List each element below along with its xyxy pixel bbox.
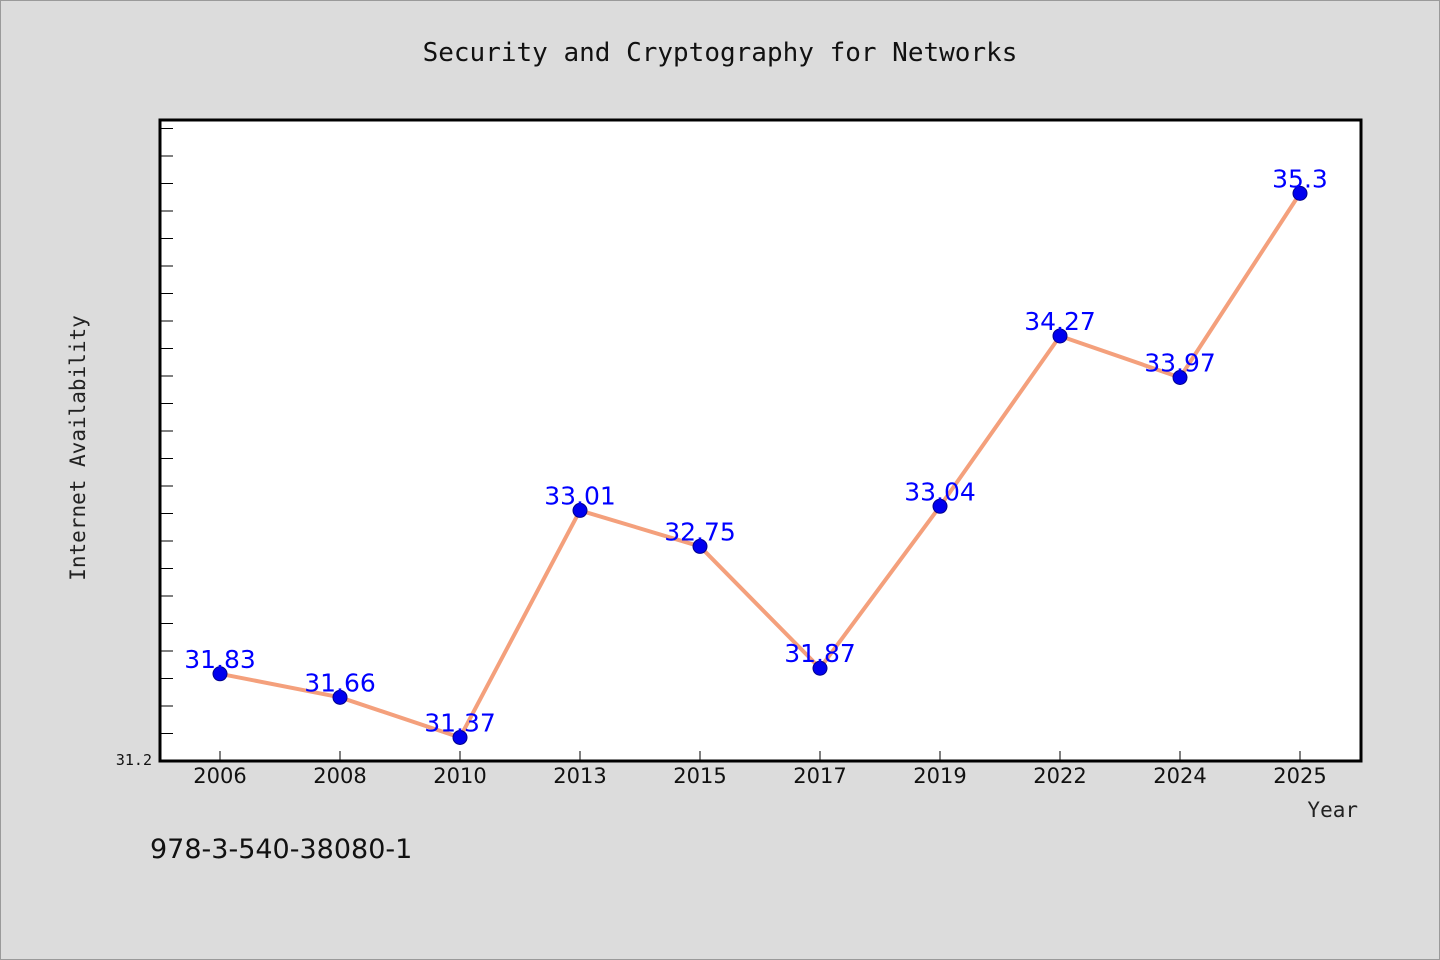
x-tick-label: 2010 bbox=[433, 764, 486, 788]
x-tick-label: 2017 bbox=[793, 764, 846, 788]
data-label: 31.83 bbox=[184, 645, 256, 674]
x-tick-label: 2008 bbox=[313, 764, 366, 788]
x-tick-label: 2015 bbox=[673, 764, 726, 788]
data-point bbox=[932, 498, 948, 514]
x-tick-label: 2006 bbox=[193, 764, 246, 788]
x-axis-label: Year bbox=[1307, 798, 1358, 822]
x-tick-label: 2013 bbox=[553, 764, 606, 788]
data-point bbox=[812, 660, 828, 676]
data-label: 32.75 bbox=[664, 517, 736, 546]
data-label: 31.87 bbox=[784, 639, 856, 668]
x-tick-label: 2024 bbox=[1153, 764, 1206, 788]
y-tick-label: 31.2 bbox=[116, 751, 152, 769]
data-label: 33.97 bbox=[1144, 349, 1216, 378]
x-tick-label: 2025 bbox=[1273, 764, 1326, 788]
data-point bbox=[452, 729, 468, 745]
data-point bbox=[572, 502, 588, 518]
data-label: 34.27 bbox=[1024, 307, 1096, 336]
data-point bbox=[1172, 370, 1188, 386]
data-point bbox=[212, 666, 228, 682]
data-label: 31.37 bbox=[424, 708, 496, 737]
series-group: 31.83 31.66 31.37 33.01 32.75 31.87 33.04 34.27… bbox=[184, 164, 1328, 745]
data-label: 35.3 bbox=[1272, 164, 1328, 193]
series-line bbox=[219, 192, 1302, 740]
data-point bbox=[692, 538, 708, 554]
y-axis-ticks: 31.2 bbox=[116, 128, 173, 769]
data-point bbox=[1052, 328, 1068, 344]
data-point bbox=[1292, 185, 1308, 201]
plot-area bbox=[158, 118, 1363, 763]
data-label: 31.66 bbox=[304, 668, 376, 697]
isbn-label: 978-3-540-38080-1 bbox=[150, 834, 413, 865]
x-tick-label: 2019 bbox=[913, 764, 966, 788]
x-tick-label: 2022 bbox=[1033, 764, 1086, 788]
data-label: 33.01 bbox=[544, 481, 616, 510]
data-point bbox=[332, 689, 348, 705]
x-axis-ticks: 2006 2008 2010 2013 2015 2017 2019 2022 2024 2025 bbox=[193, 751, 1327, 788]
y-axis-label: Internet Availability bbox=[66, 315, 90, 581]
data-label: 33.04 bbox=[904, 477, 976, 506]
chart-title: Security and Cryptography for Networks bbox=[423, 38, 1018, 68]
